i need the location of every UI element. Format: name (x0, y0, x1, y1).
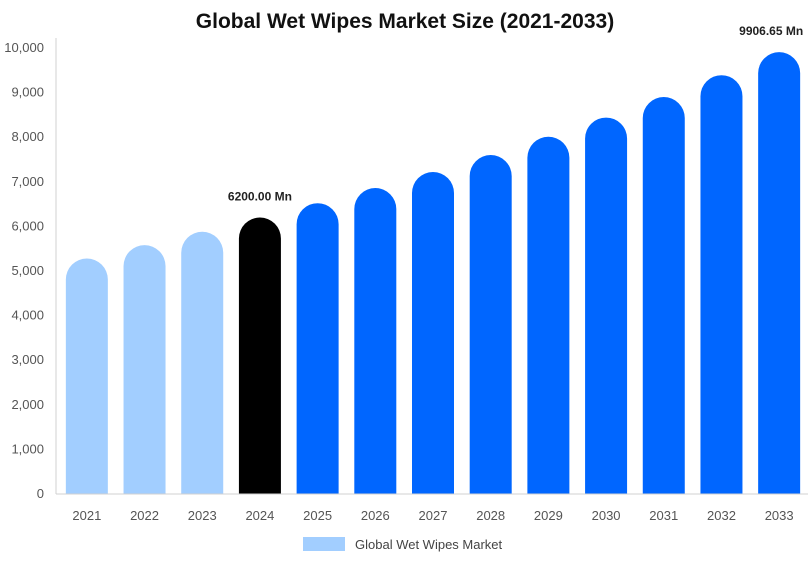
y-tick-label: 5,000 (11, 263, 44, 278)
data-labels: 6200.00 Mn 9906.65 Mn (228, 24, 803, 203)
y-tick-label: 3,000 (11, 352, 44, 367)
bar-2024 (238, 217, 281, 494)
x-tick-label: 2028 (476, 508, 505, 523)
bar-2022 (123, 245, 166, 494)
x-tick-label: 2021 (72, 508, 101, 523)
x-tick-label: 2029 (534, 508, 563, 523)
bar-2025 (296, 203, 339, 494)
bar-2027 (412, 171, 454, 494)
bar-2023 (181, 231, 224, 494)
x-tick-label: 2032 (707, 508, 736, 523)
x-tick-label: 2022 (130, 508, 159, 523)
y-tick-label: 7,000 (11, 174, 44, 189)
bar-2033 (758, 52, 801, 494)
bar-2028 (469, 155, 512, 494)
bar-2032 (700, 75, 743, 495)
legend-swatch (303, 537, 345, 551)
chart-title: Global Wet Wipes Market Size (2021-2033) (195, 10, 615, 33)
y-tick-label: 1,000 (11, 441, 44, 456)
x-tick-label: 2030 (592, 508, 621, 523)
y-tick-label: 0 (37, 486, 44, 501)
bar-2030 (585, 117, 628, 495)
legend: Global Wet Wipes Market (303, 537, 503, 552)
x-tick-label: 2033 (765, 508, 794, 523)
bars (65, 52, 801, 495)
bar-2031 (642, 97, 685, 495)
y-tick-label: 2,000 (11, 397, 44, 412)
x-tick-label: 2023 (188, 508, 217, 523)
x-tick-label: 2025 (303, 508, 332, 523)
y-axis: 0 1,000 2,000 3,000 4,000 5,000 6,000 7,000 8,00… (4, 38, 57, 501)
x-tick-label: 2024 (245, 508, 274, 523)
bar-2026 (354, 188, 397, 494)
x-tick-label: 2027 (419, 508, 448, 523)
data-label: 9906.65 Mn (739, 24, 803, 38)
y-tick-label: 9,000 (11, 85, 44, 100)
data-label: 6200.00 Mn (228, 189, 292, 203)
y-tick-label: 6,000 (11, 218, 44, 233)
y-tick-label: 10,000 (4, 40, 44, 55)
bar-2021 (65, 258, 108, 494)
x-tick-label: 2031 (649, 508, 678, 523)
x-tick-label: 2026 (361, 508, 390, 523)
y-tick-label: 8,000 (11, 129, 44, 144)
legend-label: Global Wet Wipes Market (355, 537, 503, 552)
x-axis: 2021 2022 2023 2024 2025 2026 2027 2028 2029 2030… (56, 493, 808, 523)
y-tick-label: 4,000 (11, 308, 44, 323)
bar-2029 (527, 136, 570, 494)
